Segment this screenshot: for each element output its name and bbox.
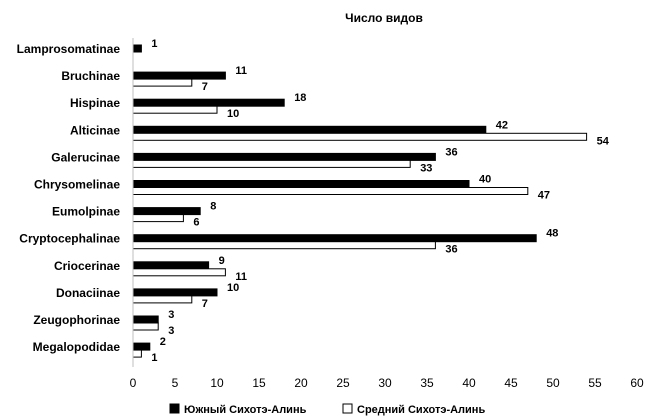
bar-south (132, 44, 142, 53)
bar-south (132, 261, 210, 270)
x-tick-label: 45 (504, 376, 518, 390)
category-label: Lamprosomatinae (17, 42, 121, 56)
data-label-south: 18 (294, 92, 306, 104)
x-tick-label: 55 (588, 376, 602, 390)
x-tick-label: 20 (294, 376, 308, 390)
data-label-middle: 1 (151, 352, 157, 364)
bar-middle (132, 159, 411, 168)
data-label-south: 10 (227, 282, 239, 294)
bar-middle (132, 295, 193, 304)
category-label: Eumolpinae (52, 205, 120, 219)
bar-south (132, 98, 285, 107)
bar-middle (132, 268, 226, 277)
legend-label-middle: Средний Сихотэ-Алинь (357, 404, 485, 416)
bar-middle (132, 187, 529, 195)
x-tick-label: 35 (420, 376, 434, 390)
category-label: Criocerinae (54, 259, 120, 273)
category-label: Bruchinae (61, 69, 120, 83)
data-label-south: 40 (479, 174, 491, 186)
data-label-south: 2 (160, 336, 166, 348)
bar-middle (132, 132, 588, 141)
data-label-south: 9 (219, 255, 225, 267)
data-label-middle: 36 (445, 244, 457, 256)
bar-middle (132, 78, 193, 87)
bar-south (132, 180, 470, 188)
x-tick-label: 0 (130, 376, 137, 390)
bar-middle (132, 349, 142, 358)
x-tick-label: 30 (378, 376, 392, 390)
data-label-middle: 33 (420, 162, 432, 174)
data-label-middle: 10 (227, 108, 239, 120)
bar-south (132, 207, 201, 216)
data-label-south: 1 (151, 38, 157, 50)
category-label: Chrysomelinae (34, 178, 120, 192)
category-label: Alticinae (70, 123, 120, 137)
x-tick-label: 50 (546, 376, 560, 390)
chart-title: Число видов (345, 11, 423, 25)
bar-south (132, 71, 226, 80)
category-label: Zeugophorinae (33, 313, 120, 327)
category-label: Cryptocephalinae (19, 232, 120, 246)
data-label-middle: 7 (202, 81, 208, 93)
bar-south (132, 288, 218, 297)
data-label-south: 11 (235, 65, 247, 77)
legend: Южный Сихотэ-Алинь Средний Сихотэ-Алинь (169, 403, 485, 416)
x-axis: 0 5 10 15 20 25 30 35 40 45 50 55 60 (130, 38, 644, 390)
bar-middle (132, 214, 184, 223)
legend-swatch-middle (342, 403, 353, 414)
bar-middle (132, 105, 218, 114)
x-tick-label: 15 (252, 376, 266, 390)
data-label-south: 42 (496, 119, 508, 131)
bar-south (132, 342, 151, 351)
data-label-south: 8 (210, 201, 216, 213)
category-label: Donaciinae (56, 286, 120, 300)
bar-south (132, 234, 537, 243)
x-tick-label: 10 (210, 376, 224, 390)
x-tick-label: 60 (630, 376, 644, 390)
data-label-middle: 54 (597, 135, 610, 147)
x-tick-label: 25 (336, 376, 350, 390)
data-label-middle: 3 (168, 325, 174, 337)
x-tick-label: 5 (172, 376, 179, 390)
bar-south (132, 152, 436, 161)
data-label-middle: 6 (193, 217, 199, 229)
category-label: Megalopodidae (33, 340, 121, 354)
category-labels: Lamprosomatinae Bruchinae Hispinae Alticina… (17, 42, 121, 354)
data-label-middle: 7 (202, 298, 208, 310)
category-label: Galerucinae (51, 150, 120, 164)
bar-middle (132, 241, 436, 250)
bar-south (132, 125, 487, 134)
x-tick-label: 40 (462, 376, 476, 390)
bar-middle (132, 322, 159, 331)
bar-south (132, 315, 159, 324)
data-label-south: 3 (168, 309, 174, 321)
data-label-middle: 47 (538, 190, 550, 202)
category-label: Hispinae (70, 96, 120, 110)
data-label-south: 48 (546, 228, 558, 240)
data-label-south: 36 (445, 146, 457, 158)
legend-swatch-south (169, 403, 180, 414)
data-label-middle: 11 (235, 271, 247, 283)
legend-label-south: Южный Сихотэ-Алинь (184, 404, 307, 416)
